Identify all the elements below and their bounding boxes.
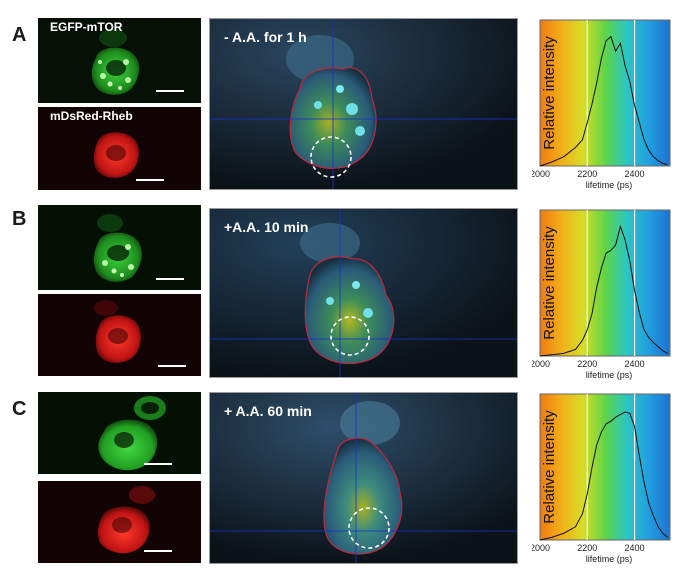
flim-cell-drawing — [210, 393, 517, 563]
panel-letter-a: A — [12, 24, 27, 46]
x-tick-label: 2200 — [577, 169, 597, 179]
plot-frame — [539, 393, 671, 541]
y-axis-label: Relative intensity — [541, 410, 558, 524]
lifetime-histogram-a: 2000 2200 2400 lifetime (ps) Relative intens… — [530, 18, 672, 190]
green-channel-label: EGFP-mTOR — [50, 20, 123, 34]
x-axis-label: lifetime (ps) — [586, 370, 633, 380]
scale-bar — [144, 550, 172, 552]
plot-frame — [539, 209, 671, 357]
x-tick-label: 2400 — [625, 543, 645, 553]
x-tick-label: 2000 — [532, 543, 550, 553]
scale-bar — [156, 278, 184, 280]
lifetime-colorbar — [540, 20, 670, 166]
lifetime-colorbar — [540, 210, 670, 356]
x-axis-label: lifetime (ps) — [586, 554, 633, 564]
scale-bar — [158, 365, 186, 367]
lifetime-histogram-c: 2000 2200 2400 lifetime (ps) Relative intens… — [530, 392, 672, 564]
red-channel-image-b — [38, 294, 201, 376]
red-channel-image-a: mDsRed-Rheb — [38, 107, 201, 190]
condition-label: + A.A. 60 min — [224, 403, 312, 419]
red-cell-drawing — [97, 486, 155, 554]
x-tick-label: 2200 — [577, 543, 597, 553]
histogram-series-line — [539, 411, 668, 541]
flim-cell-drawing — [210, 209, 517, 377]
green-cell-drawing — [98, 396, 166, 471]
x-tick-label: 2400 — [625, 169, 645, 179]
x-tick-label: 2000 — [532, 359, 550, 369]
scale-bar — [144, 463, 172, 465]
lifetime-colorbar — [540, 394, 670, 540]
panel-letter-b: B — [12, 208, 27, 230]
flim-image-b: +A.A. 10 min — [209, 208, 518, 378]
x-tick-label: 2200 — [577, 359, 597, 369]
scale-bar — [156, 90, 184, 92]
histogram-series-line — [539, 35, 668, 167]
lifetime-histogram-b: 2000 2200 2400 lifetime (ps) Relative intens… — [530, 208, 672, 380]
green-channel-image-a: EGFP-mTOR — [38, 18, 201, 103]
red-channel-label: mDsRed-Rheb — [50, 109, 133, 123]
green-cell-drawing — [91, 29, 140, 95]
flim-cell-drawing — [210, 19, 517, 189]
y-axis-label: Relative intensity — [541, 226, 558, 340]
x-tick-label: 2400 — [625, 359, 645, 369]
flim-image-a: - A.A. for 1 h — [209, 18, 518, 190]
condition-label: - A.A. for 1 h — [224, 29, 307, 45]
condition-label: +A.A. 10 min — [224, 219, 309, 235]
green-channel-image-c — [38, 392, 201, 474]
green-channel-image-b — [38, 205, 201, 290]
y-axis-label: Relative intensity — [541, 36, 558, 150]
x-tick-label: 2000 — [532, 169, 550, 179]
x-axis-label: lifetime (ps) — [586, 180, 633, 190]
scale-bar — [136, 179, 164, 181]
flim-image-c: + A.A. 60 min — [209, 392, 518, 564]
red-channel-image-c — [38, 481, 201, 563]
red-cell-drawing — [94, 300, 141, 363]
histogram-series-line — [539, 224, 668, 357]
plot-frame — [539, 19, 671, 167]
panel-letter-c: C — [12, 398, 27, 420]
green-cell-drawing — [93, 214, 142, 282]
red-cell-drawing — [93, 132, 139, 178]
